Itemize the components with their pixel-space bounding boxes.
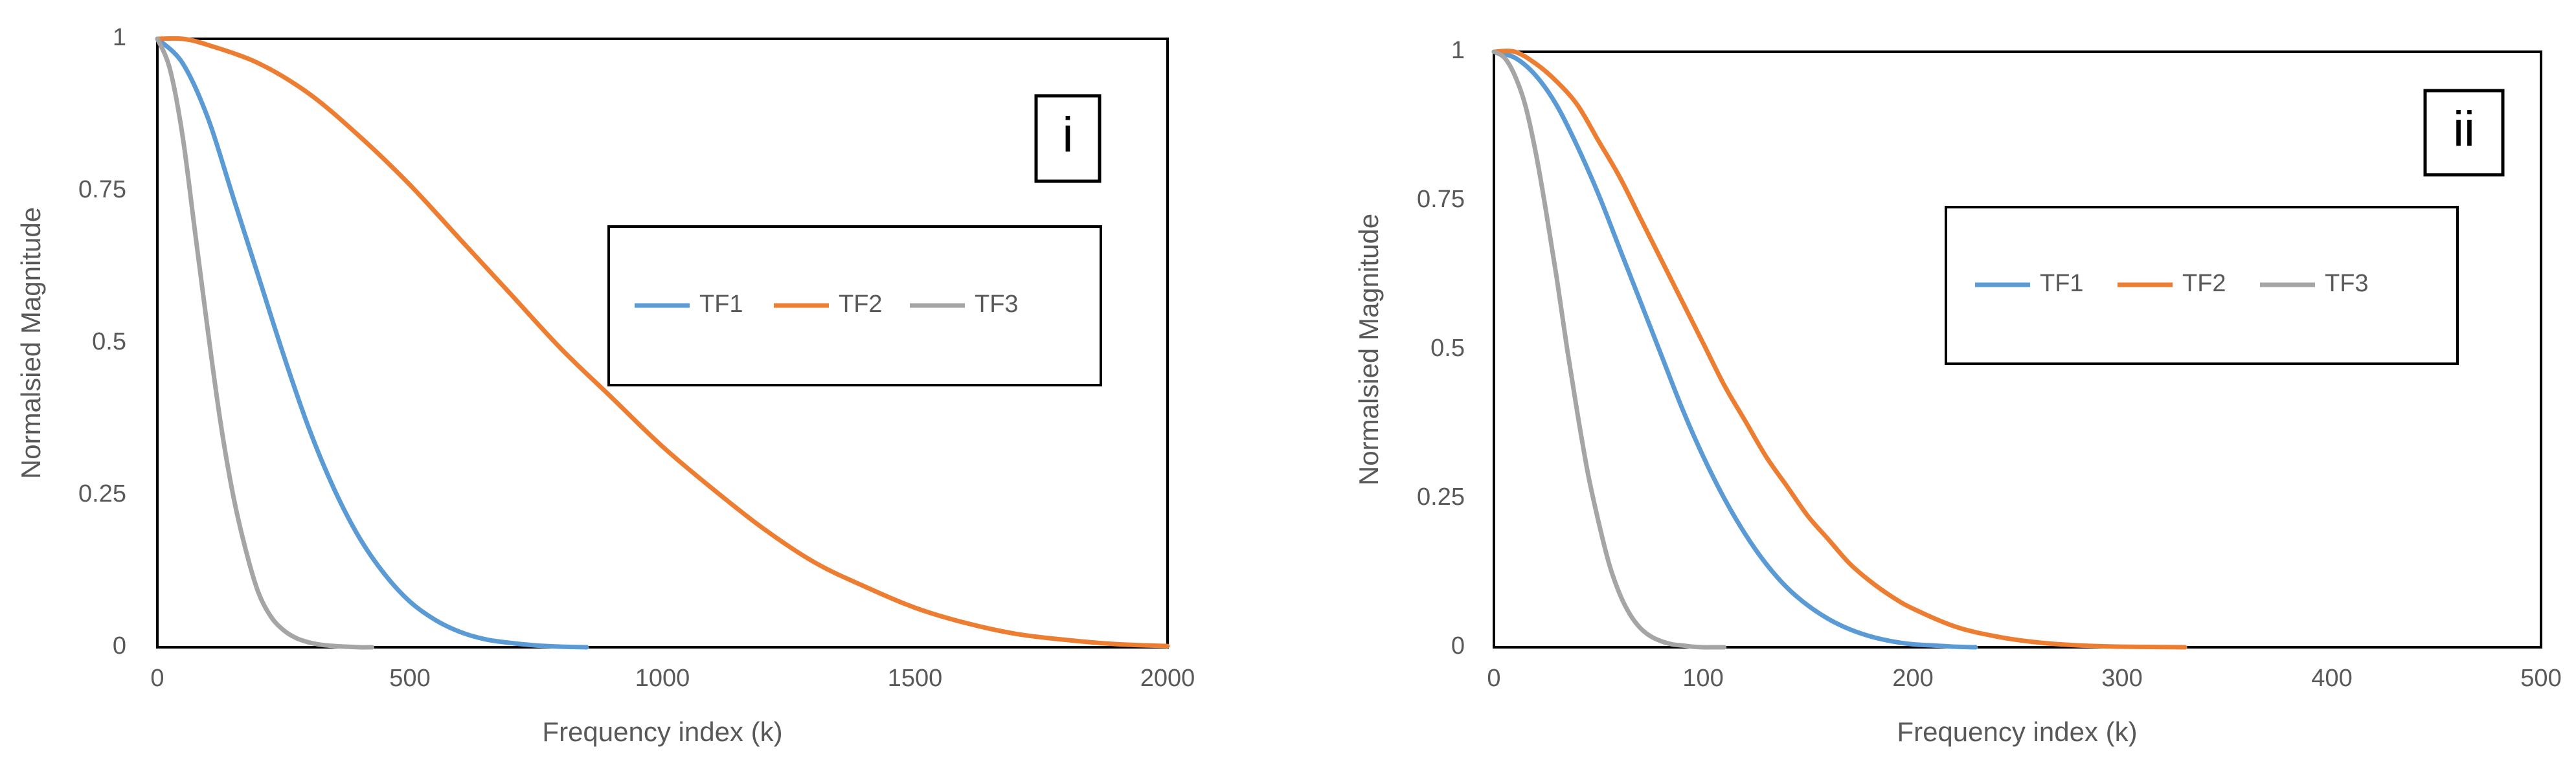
series-line-tf1 xyxy=(155,36,589,650)
legend-label-tf3: TF3 xyxy=(2325,270,2369,297)
x-axis-title: Frequency index (k) xyxy=(1897,717,2137,747)
legend-box xyxy=(1945,206,2459,365)
series-group xyxy=(155,36,1170,650)
panel-label-box xyxy=(2423,89,2505,177)
x-tick-labels: 0 500 1000 1500 2000 xyxy=(150,665,1195,692)
x-tick-label: 0 xyxy=(1487,665,1500,692)
y-axis-title: Normalsied Magnitude xyxy=(16,207,46,479)
y-tick-label: 1 xyxy=(1451,37,1465,64)
y-tick-labels: 0 0.25 0.5 0.75 1 xyxy=(78,24,126,660)
legend-label-tf1: TF1 xyxy=(699,291,743,318)
series-line-tf2 xyxy=(155,36,1170,649)
panel-label-text: ii xyxy=(2453,102,2475,157)
panel-label: ii xyxy=(2423,89,2505,177)
series-line-tf2 xyxy=(1491,49,2187,650)
y-tick-label: 0.25 xyxy=(1417,483,1465,511)
x-tick-label: 400 xyxy=(2311,665,2352,692)
x-axis-title: Frequency index (k) xyxy=(542,717,782,747)
y-tick-labels: 0 0.25 0.5 0.75 1 xyxy=(1417,37,1465,660)
x-tick-label: 1500 xyxy=(888,665,943,692)
legend: TF1 TF2 TF3 xyxy=(1945,206,2459,365)
x-tick-label: 500 xyxy=(2520,665,2561,692)
x-tick-label: 500 xyxy=(389,665,430,692)
legend: TF1 TF2 TF3 xyxy=(607,225,1102,386)
y-tick-label: 0.5 xyxy=(92,328,126,355)
legend-label-tf3: TF3 xyxy=(975,291,1019,318)
series-line-tf3 xyxy=(1491,49,1727,650)
y-tick-label: 1 xyxy=(113,24,126,51)
legend-label-tf1: TF1 xyxy=(2040,270,2084,297)
y-tick-label: 0.25 xyxy=(78,480,126,507)
y-tick-label: 0.75 xyxy=(78,176,126,203)
x-tick-label: 2000 xyxy=(1140,665,1195,692)
x-tick-label: 1000 xyxy=(635,665,690,692)
chart-panel-i: 0 0.25 0.5 0.75 1 0 500 1000 1500 2000 F… xyxy=(16,24,1195,747)
plot-area-border xyxy=(156,38,1169,649)
legend-label-tf2: TF2 xyxy=(2182,270,2226,297)
plot-area-border xyxy=(1493,50,2542,649)
series-group xyxy=(1491,49,2187,650)
series-line-tf1 xyxy=(1491,49,1978,650)
panel-label-box xyxy=(1034,94,1102,183)
y-tick-label: 0.5 xyxy=(1430,335,1465,362)
x-tick-label: 0 xyxy=(150,665,164,692)
legend-label-tf2: TF2 xyxy=(839,291,883,318)
panel-label: i xyxy=(1034,94,1102,183)
x-tick-label: 100 xyxy=(1682,665,1723,692)
y-tick-label: 0 xyxy=(1451,632,1465,660)
series-line-tf3 xyxy=(155,36,374,650)
panel-label-text: i xyxy=(1063,107,1074,162)
y-tick-label: 0 xyxy=(113,632,126,660)
y-axis-title: Normalsied Magnitude xyxy=(1353,214,1384,485)
legend-box xyxy=(607,225,1102,386)
x-tick-labels: 0 100 200 300 400 500 xyxy=(1487,665,2561,692)
x-tick-label: 200 xyxy=(1892,665,1933,692)
x-tick-label: 300 xyxy=(2101,665,2142,692)
y-tick-label: 0.75 xyxy=(1417,186,1465,213)
chart-panel-ii: 0 0.25 0.5 0.75 1 0 100 200 300 400 500 … xyxy=(1353,37,2562,747)
